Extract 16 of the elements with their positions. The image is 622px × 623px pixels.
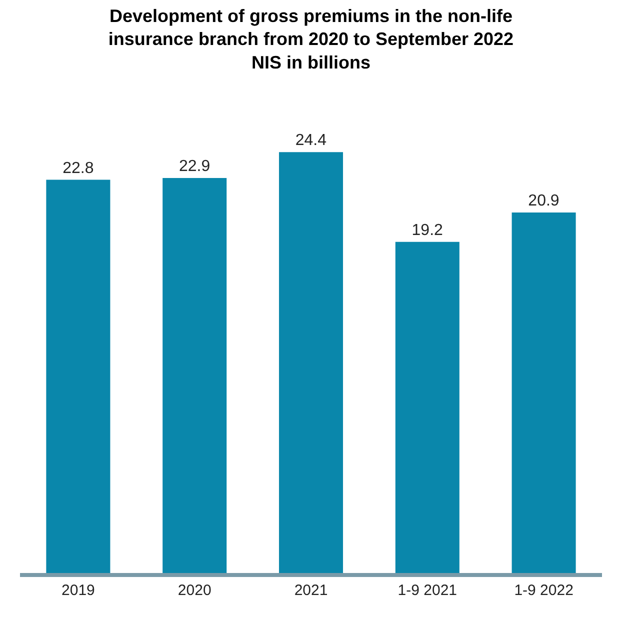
bar: [278, 152, 344, 573]
x-tick-label: 2020: [178, 582, 212, 599]
x-tick-label: 2019: [62, 582, 95, 599]
x-tick-label: 1-9 2021: [398, 582, 458, 599]
bar: [162, 178, 227, 573]
chart-title: Development of gross premiums in the non-life insurance branch from 2020 to September 2022 NIS in billions: [108, 6, 514, 73]
bar: [46, 180, 110, 573]
data-label: 22.9: [178, 158, 210, 176]
bar: [512, 212, 576, 573]
data-label: 22.8: [62, 160, 94, 177]
x-tick-label: 2021: [294, 582, 328, 599]
data-label: 19.2: [412, 222, 444, 239]
data-label: 24.4: [295, 132, 327, 150]
bar: [395, 242, 460, 573]
data-label: 20.9: [528, 192, 560, 210]
x-tick-label: 1-9 2022: [514, 582, 574, 599]
